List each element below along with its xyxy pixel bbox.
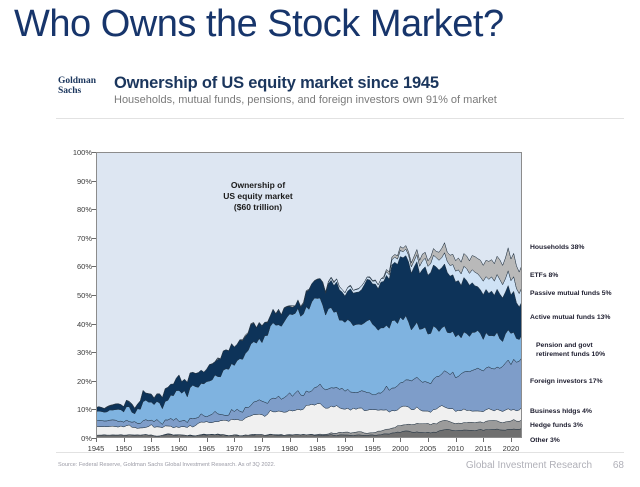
series-label-etfs: ETFs 8% [530,271,559,279]
series-label-business-hldgs: Business hldgs 4% [530,407,592,415]
series-label-line-1: Pension and govt [536,342,593,350]
y-axis-tick-label: 20% [76,376,92,386]
y-axis-tick-label: 50% [76,291,92,300]
x-axis-tick-mark [123,438,125,442]
y-axis-tick-mark [92,352,96,354]
x-axis-tick-mark [178,438,180,442]
annotation-line-1: Ownership of [230,180,286,190]
y-axis-tick-label: 90% [76,176,92,186]
series-label-hedge-funds: Hedge funds 3% [530,422,583,430]
y-axis-tick-label: 10% [76,405,92,415]
y-axis-tick-label: 40% [76,319,92,329]
y-axis-tick-label: 30% [76,348,92,358]
footer-divider [56,452,624,453]
series-label-households: Households 38% [530,244,585,252]
x-axis-tick-mark [151,438,153,442]
series-label-active-mutual-funds: Active mutual funds 13% [530,314,611,322]
x-axis-tick-label: 1960 [170,444,188,453]
x-axis-tick-label: 2020 [502,444,520,453]
header-divider [56,118,624,119]
x-axis-tick-mark [427,438,429,442]
x-axis-tick-label: 1995 [364,444,381,453]
x-axis-tick-label: 1965 [198,444,215,453]
brand-line-2: Sachs [58,85,82,96]
page-number: 68 [612,460,624,471]
x-axis-tick-label: 1970 [225,444,243,453]
x-axis-tick-label: 1945 [87,444,105,453]
x-axis-tick-label: 1975 [253,444,271,453]
goldman-sachs-logo: Goldman Sachs [58,76,108,96]
stacked-area-svg [96,152,522,438]
x-axis-tick-label: 2010 [447,444,464,453]
chart-plot-area: Ownership of US equity market ($60 trillio… [73,148,522,453]
y-axis-tick-mark [92,380,96,382]
y-axis-tick-mark [92,295,96,296]
deck-headline: Who Owns the Stock Market? [14,3,504,45]
x-axis-tick-mark [96,438,97,442]
y-axis-tick-label: 0% [81,434,92,443]
brand-line-1: Goldman [58,76,97,86]
x-axis-tick-mark [400,438,402,442]
x-axis-tick-mark [510,438,512,442]
annotation-line-2: US equity market [223,191,293,201]
x-axis-tick-label: 1980 [281,444,298,453]
series-label-pension-and-govt-retirement-funds: Pension and govt retirement funds 10% [536,342,605,359]
x-axis-tick-mark [289,438,291,442]
area-band-households [96,152,522,409]
y-axis-tick-label: 100% [72,148,92,157]
y-axis-tick-mark [92,266,96,268]
slide-title: Ownership of US equity market since 1945 [114,74,439,92]
annotation-line-3: ($60 trillion) [233,202,283,212]
source-note: Source: Federal Reserve, Goldman Sachs G… [58,462,276,468]
y-axis-tick-label: 70% [76,233,92,243]
y-axis-tick-mark [92,409,96,411]
y-axis-tick-mark [92,209,96,211]
footer-department: Global Investment Research [465,460,592,471]
x-axis-tick-mark [344,438,346,442]
series-label-line-2: retirement funds 10% [536,350,606,358]
slide-subtitle: Households, mutual funds, pensions, and … [114,94,497,106]
slide-canvas: Goldman Sachs Ownership of US equity mar… [52,70,628,485]
chart-inner-annotation: Ownership of US equity market ($60 trillio… [192,180,324,213]
x-axis-tick-mark [483,438,485,442]
x-axis-tick-label: 1990 [336,444,354,453]
x-axis-tick-label: 1950 [115,444,132,453]
y-axis-tick-mark [92,152,96,153]
series-label-other: Other 3% [530,437,560,445]
x-axis-tick-label: 1985 [308,444,326,453]
x-axis-tick-label: 2005 [419,444,437,453]
y-axis-tick-label: 60% [76,262,92,272]
y-axis-tick-label: 80% [76,205,92,215]
plot-border [96,152,522,438]
x-axis-tick-mark [234,438,236,442]
y-axis-tick-mark [92,438,96,439]
x-axis-tick-label: 2015 [474,444,492,453]
x-axis-tick-label: 1955 [142,444,160,453]
y-axis-tick-mark [92,237,96,239]
y-axis-tick-mark [92,323,96,325]
x-axis-tick-label: 2000 [391,444,409,453]
x-axis-tick-mark [455,438,457,442]
y-axis-tick-mark [92,180,96,182]
x-axis-tick-mark [206,438,208,442]
series-label-foreign-investors: Foreign investors 17% [530,378,603,386]
series-label-passive-mutual-funds: Passive mutual funds 5% [530,290,612,298]
x-axis-tick-mark [261,438,263,442]
x-axis-tick-mark [317,438,319,442]
x-axis-tick-mark [372,438,374,442]
